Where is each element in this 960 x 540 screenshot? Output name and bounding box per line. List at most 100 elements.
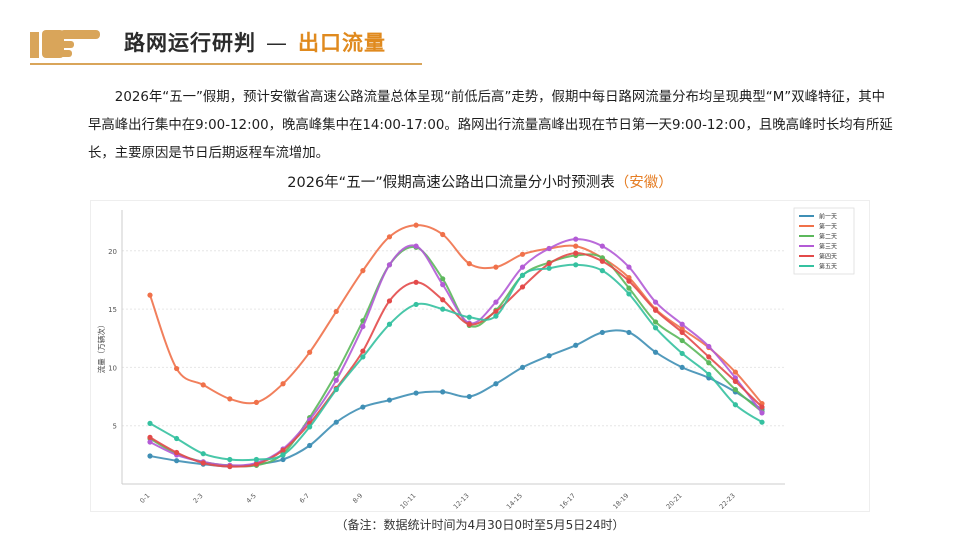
series-line-1 xyxy=(149,329,763,468)
x-tick-label: 4-5 xyxy=(245,492,258,505)
data-point xyxy=(227,456,233,463)
data-point xyxy=(174,365,180,372)
data-point xyxy=(546,265,552,271)
page-title-sub: 出口流量 xyxy=(298,31,386,55)
data-point xyxy=(546,353,552,359)
data-point xyxy=(147,434,153,440)
data-point xyxy=(679,321,685,327)
data-point xyxy=(626,285,632,291)
data-point xyxy=(466,261,472,267)
y-tick-label: 5 xyxy=(113,423,117,431)
data-point xyxy=(732,369,738,375)
data-point xyxy=(573,250,579,256)
legend-label: 第五天 xyxy=(819,263,837,271)
data-point xyxy=(333,386,339,393)
data-point xyxy=(759,410,765,416)
data-point xyxy=(200,382,206,388)
data-point xyxy=(466,393,472,400)
data-point xyxy=(174,449,180,456)
data-point xyxy=(493,264,499,270)
data-point xyxy=(333,308,339,315)
x-tick-label: 20-21 xyxy=(665,492,684,511)
data-point xyxy=(280,381,286,387)
data-point xyxy=(732,386,738,393)
data-point xyxy=(440,276,446,282)
data-point xyxy=(706,360,712,366)
data-point xyxy=(253,399,260,405)
data-point xyxy=(413,279,419,285)
data-point xyxy=(493,313,499,319)
x-tick-label: 14-15 xyxy=(505,492,524,511)
data-point xyxy=(466,321,472,327)
data-point xyxy=(573,236,579,242)
data-point xyxy=(386,262,393,268)
data-point xyxy=(280,447,286,453)
data-point xyxy=(679,329,685,336)
data-point xyxy=(599,258,605,264)
x-tick-label: 10-11 xyxy=(398,492,417,511)
legend-label: 第一天 xyxy=(819,223,837,231)
data-point xyxy=(174,435,180,442)
data-point xyxy=(626,264,632,270)
data-point xyxy=(147,453,153,459)
data-point xyxy=(386,234,393,240)
data-point xyxy=(174,458,180,464)
data-point xyxy=(307,424,313,430)
data-point xyxy=(440,306,446,312)
data-point xyxy=(519,284,526,290)
x-tick-label: 12-13 xyxy=(452,492,471,511)
series-line-5 xyxy=(149,252,763,468)
data-point xyxy=(333,370,339,376)
data-point xyxy=(732,378,738,384)
x-tick-label: 0-1 xyxy=(138,492,151,505)
data-point xyxy=(440,297,446,303)
data-point xyxy=(626,278,632,284)
data-point xyxy=(599,243,605,249)
data-point xyxy=(413,243,419,249)
data-point xyxy=(652,299,659,305)
data-point xyxy=(360,323,366,330)
data-point xyxy=(652,307,659,313)
data-point xyxy=(573,243,579,249)
data-point xyxy=(519,251,526,257)
data-point xyxy=(626,329,632,336)
data-point xyxy=(200,460,206,466)
x-tick-label: 16-17 xyxy=(558,492,577,511)
y-axis-label: 流量（万辆次） xyxy=(96,321,106,374)
data-point xyxy=(440,282,446,288)
line-chart: 5 10 15 20 0-1 2-3 4-5 6-7 8-9 10-11 12-13 14-15 16-… xyxy=(96,207,855,511)
data-point xyxy=(652,319,659,325)
data-point xyxy=(280,456,286,463)
data-point xyxy=(493,308,499,315)
title-separator: — xyxy=(266,31,288,55)
data-point xyxy=(333,377,339,383)
page-title-main: 路网运行研判 xyxy=(124,31,256,55)
data-point xyxy=(706,371,712,377)
data-point xyxy=(573,262,579,268)
data-point xyxy=(679,364,685,371)
data-point xyxy=(706,343,712,350)
footnote: （备注：数据统计时间为4月30日0时至5月5日24时） xyxy=(335,518,625,532)
data-point xyxy=(413,390,419,396)
data-point xyxy=(386,321,393,327)
summary-paragraph: 2026年“五一”假期，预计安徽省高速公路流量总体呈现“前低后高”走势，假期中每… xyxy=(88,90,893,161)
chart-title: 2026年“五一”假期高速公路出口流量分小时预测表（安徽） xyxy=(0,171,960,192)
x-tick-label: 2-3 xyxy=(191,492,204,505)
legend-label: 第三天 xyxy=(819,243,837,251)
data-point xyxy=(413,301,419,308)
data-point xyxy=(599,268,605,274)
data-point xyxy=(493,299,499,305)
data-point xyxy=(147,439,153,445)
data-point xyxy=(386,298,393,304)
chart-title-text: 2026年“五一”假期高速公路出口流量分小时预测表 xyxy=(287,175,615,191)
data-point xyxy=(360,348,366,354)
data-point xyxy=(519,272,526,278)
series-line-6 xyxy=(149,263,763,462)
data-point xyxy=(546,245,552,252)
series-line-3 xyxy=(149,245,763,468)
data-point xyxy=(759,419,765,425)
data-point xyxy=(386,397,393,403)
header-underline xyxy=(30,63,422,65)
x-tick-label: 8-9 xyxy=(351,492,364,505)
y-tick-label: 20 xyxy=(108,248,117,256)
